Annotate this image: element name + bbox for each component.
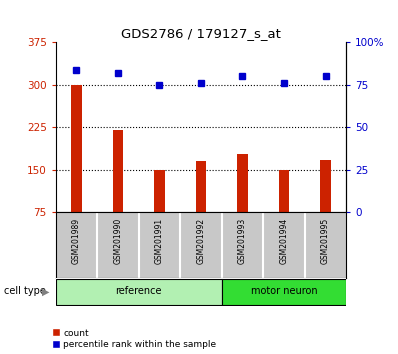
Text: GSM201990: GSM201990 — [113, 218, 123, 264]
Text: GSM201995: GSM201995 — [321, 218, 330, 264]
Bar — [237, 154, 248, 212]
Bar — [196, 161, 206, 212]
Text: GSM201991: GSM201991 — [155, 218, 164, 264]
Bar — [56, 279, 222, 305]
Title: GDS2786 / 179127_s_at: GDS2786 / 179127_s_at — [121, 27, 281, 40]
Text: reference: reference — [115, 286, 162, 297]
Text: motor neuron: motor neuron — [251, 286, 317, 297]
Text: GSM201992: GSM201992 — [197, 218, 205, 264]
Bar — [71, 85, 82, 212]
Text: cell type: cell type — [4, 286, 46, 297]
Bar — [222, 279, 346, 305]
Bar — [113, 130, 123, 212]
Bar — [154, 170, 165, 212]
Bar — [279, 170, 289, 212]
Text: GSM201993: GSM201993 — [238, 218, 247, 264]
Text: GSM201989: GSM201989 — [72, 218, 81, 264]
Text: GSM201994: GSM201994 — [279, 218, 289, 264]
Legend: count, percentile rank within the sample: count, percentile rank within the sample — [52, 329, 216, 349]
Text: ▶: ▶ — [42, 286, 49, 297]
Bar — [320, 160, 331, 212]
